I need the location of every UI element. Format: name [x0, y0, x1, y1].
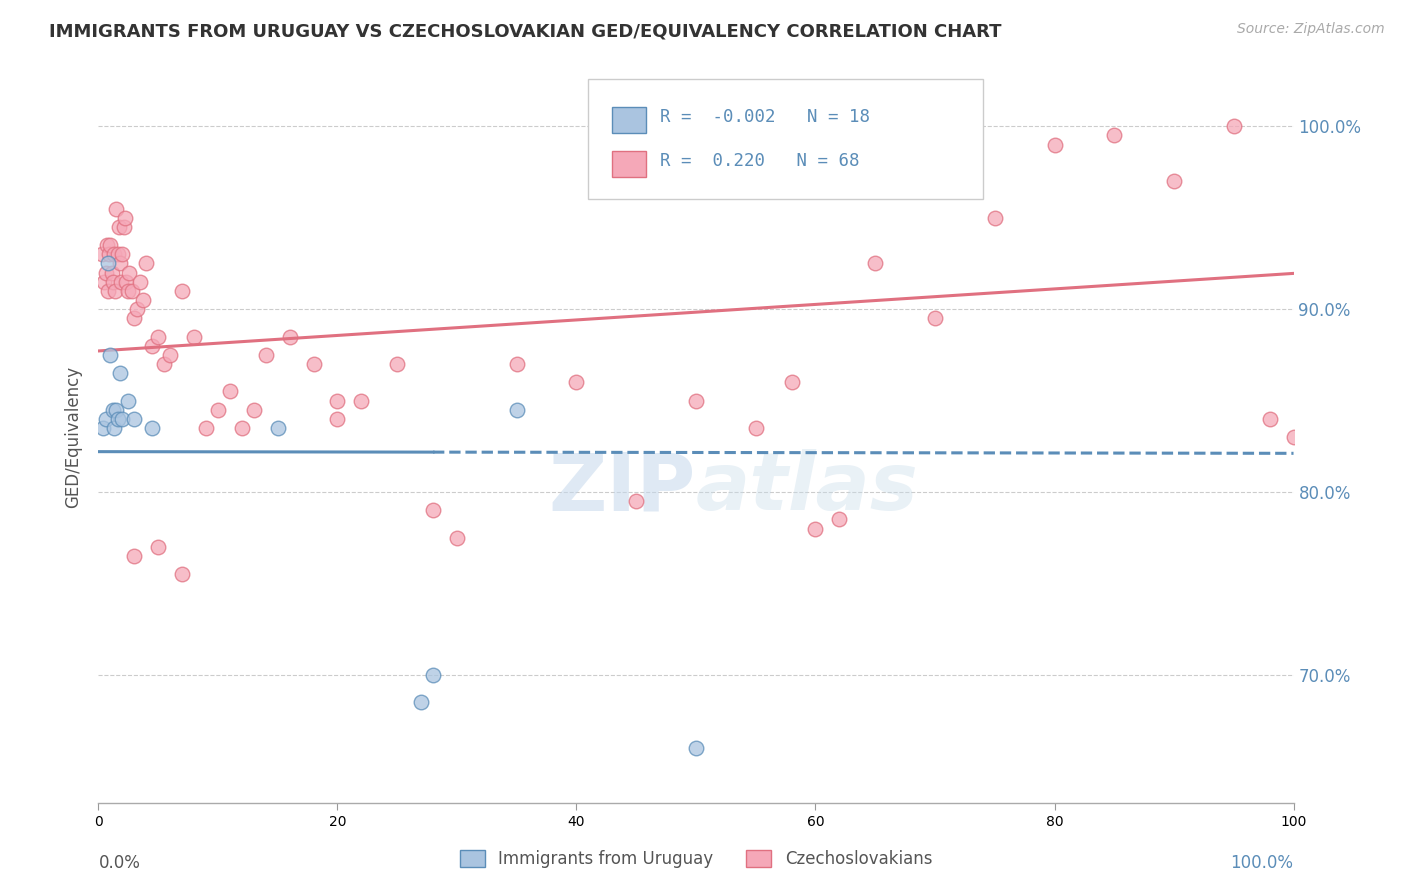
Point [141, 339, 163, 353]
Point [745, 421, 768, 435]
Point [422, 503, 444, 517]
Point [350, 393, 373, 408]
Point [924, 311, 946, 326]
Point [124, 412, 146, 426]
Point [828, 512, 851, 526]
Point [446, 531, 468, 545]
Point [148, 540, 170, 554]
Point [219, 384, 242, 399]
Point [96, 238, 118, 252]
FancyBboxPatch shape [613, 107, 645, 133]
Point [326, 393, 349, 408]
Point [91, 247, 114, 261]
Point [93, 275, 115, 289]
Text: ZIP: ZIP [548, 450, 696, 527]
Y-axis label: GED/Equivalency: GED/Equivalency [65, 366, 83, 508]
FancyBboxPatch shape [589, 78, 983, 200]
Point [111, 412, 134, 426]
Point [115, 275, 138, 289]
Point [135, 256, 157, 270]
Text: Source: ZipAtlas.com: Source: ZipAtlas.com [1237, 22, 1385, 37]
Point [121, 284, 143, 298]
Point [111, 247, 134, 261]
Text: R =  0.220   N = 68: R = 0.220 N = 68 [661, 153, 859, 170]
Point [94, 412, 117, 426]
Point [94, 266, 117, 280]
Point [780, 376, 803, 390]
Point [108, 256, 131, 270]
Legend: Immigrants from Uruguay, Czechoslovakians: Immigrants from Uruguay, Czechoslovakian… [453, 844, 939, 875]
Point [98, 247, 121, 261]
Point [1282, 430, 1305, 444]
Point [172, 284, 194, 298]
Text: atlas: atlas [696, 450, 918, 527]
Point [1043, 137, 1066, 152]
Text: 0.0%: 0.0% [98, 854, 141, 872]
Text: IMMIGRANTS FROM URUGUAY VS CZECHOSLOVAKIAN GED/EQUIVALENCY CORRELATION CHART: IMMIGRANTS FROM URUGUAY VS CZECHOSLOVAKI… [49, 22, 1001, 40]
Point [506, 402, 529, 417]
Point [124, 549, 146, 563]
Point [104, 284, 127, 298]
Point [105, 402, 128, 417]
Point [129, 275, 152, 289]
Point [804, 522, 827, 536]
Point [91, 421, 114, 435]
Point [267, 421, 290, 435]
Point [278, 329, 301, 343]
Text: 100.0%: 100.0% [1230, 854, 1294, 872]
Point [326, 412, 349, 426]
Point [411, 695, 433, 709]
Point [207, 402, 229, 417]
Point [422, 668, 444, 682]
Point [685, 393, 707, 408]
Point [101, 402, 124, 417]
Point [385, 357, 409, 371]
Point [100, 266, 122, 280]
Point [125, 301, 148, 317]
Point [97, 284, 120, 298]
Point [114, 211, 136, 225]
Point [124, 311, 146, 326]
Point [254, 348, 277, 362]
Point [195, 421, 218, 435]
Point [183, 329, 205, 343]
Point [103, 247, 125, 261]
Text: R =  -0.002   N = 18: R = -0.002 N = 18 [661, 109, 870, 127]
FancyBboxPatch shape [613, 151, 645, 177]
Point [1223, 120, 1246, 134]
Point [98, 348, 122, 362]
Point [110, 275, 132, 289]
Point [626, 494, 648, 508]
Point [984, 211, 1007, 225]
Point [97, 256, 120, 270]
Point [118, 266, 141, 280]
Point [107, 247, 129, 261]
Point [865, 256, 887, 270]
Point [107, 219, 129, 234]
Point [1163, 174, 1185, 188]
Point [103, 421, 125, 435]
Point [101, 275, 124, 289]
Point [148, 329, 170, 343]
Point [565, 376, 588, 390]
Point [98, 238, 122, 252]
Point [141, 421, 163, 435]
Point [231, 421, 253, 435]
Point [159, 348, 181, 362]
Point [117, 284, 139, 298]
Point [1258, 412, 1281, 426]
Point [131, 293, 153, 307]
Point [172, 567, 194, 582]
Point [153, 357, 176, 371]
Point [108, 366, 131, 380]
Point [117, 393, 139, 408]
Point [112, 219, 135, 234]
Point [1104, 128, 1126, 143]
Point [506, 357, 529, 371]
Point [105, 202, 128, 216]
Point [302, 357, 325, 371]
Point [107, 412, 129, 426]
Point [243, 402, 266, 417]
Point [685, 740, 707, 755]
